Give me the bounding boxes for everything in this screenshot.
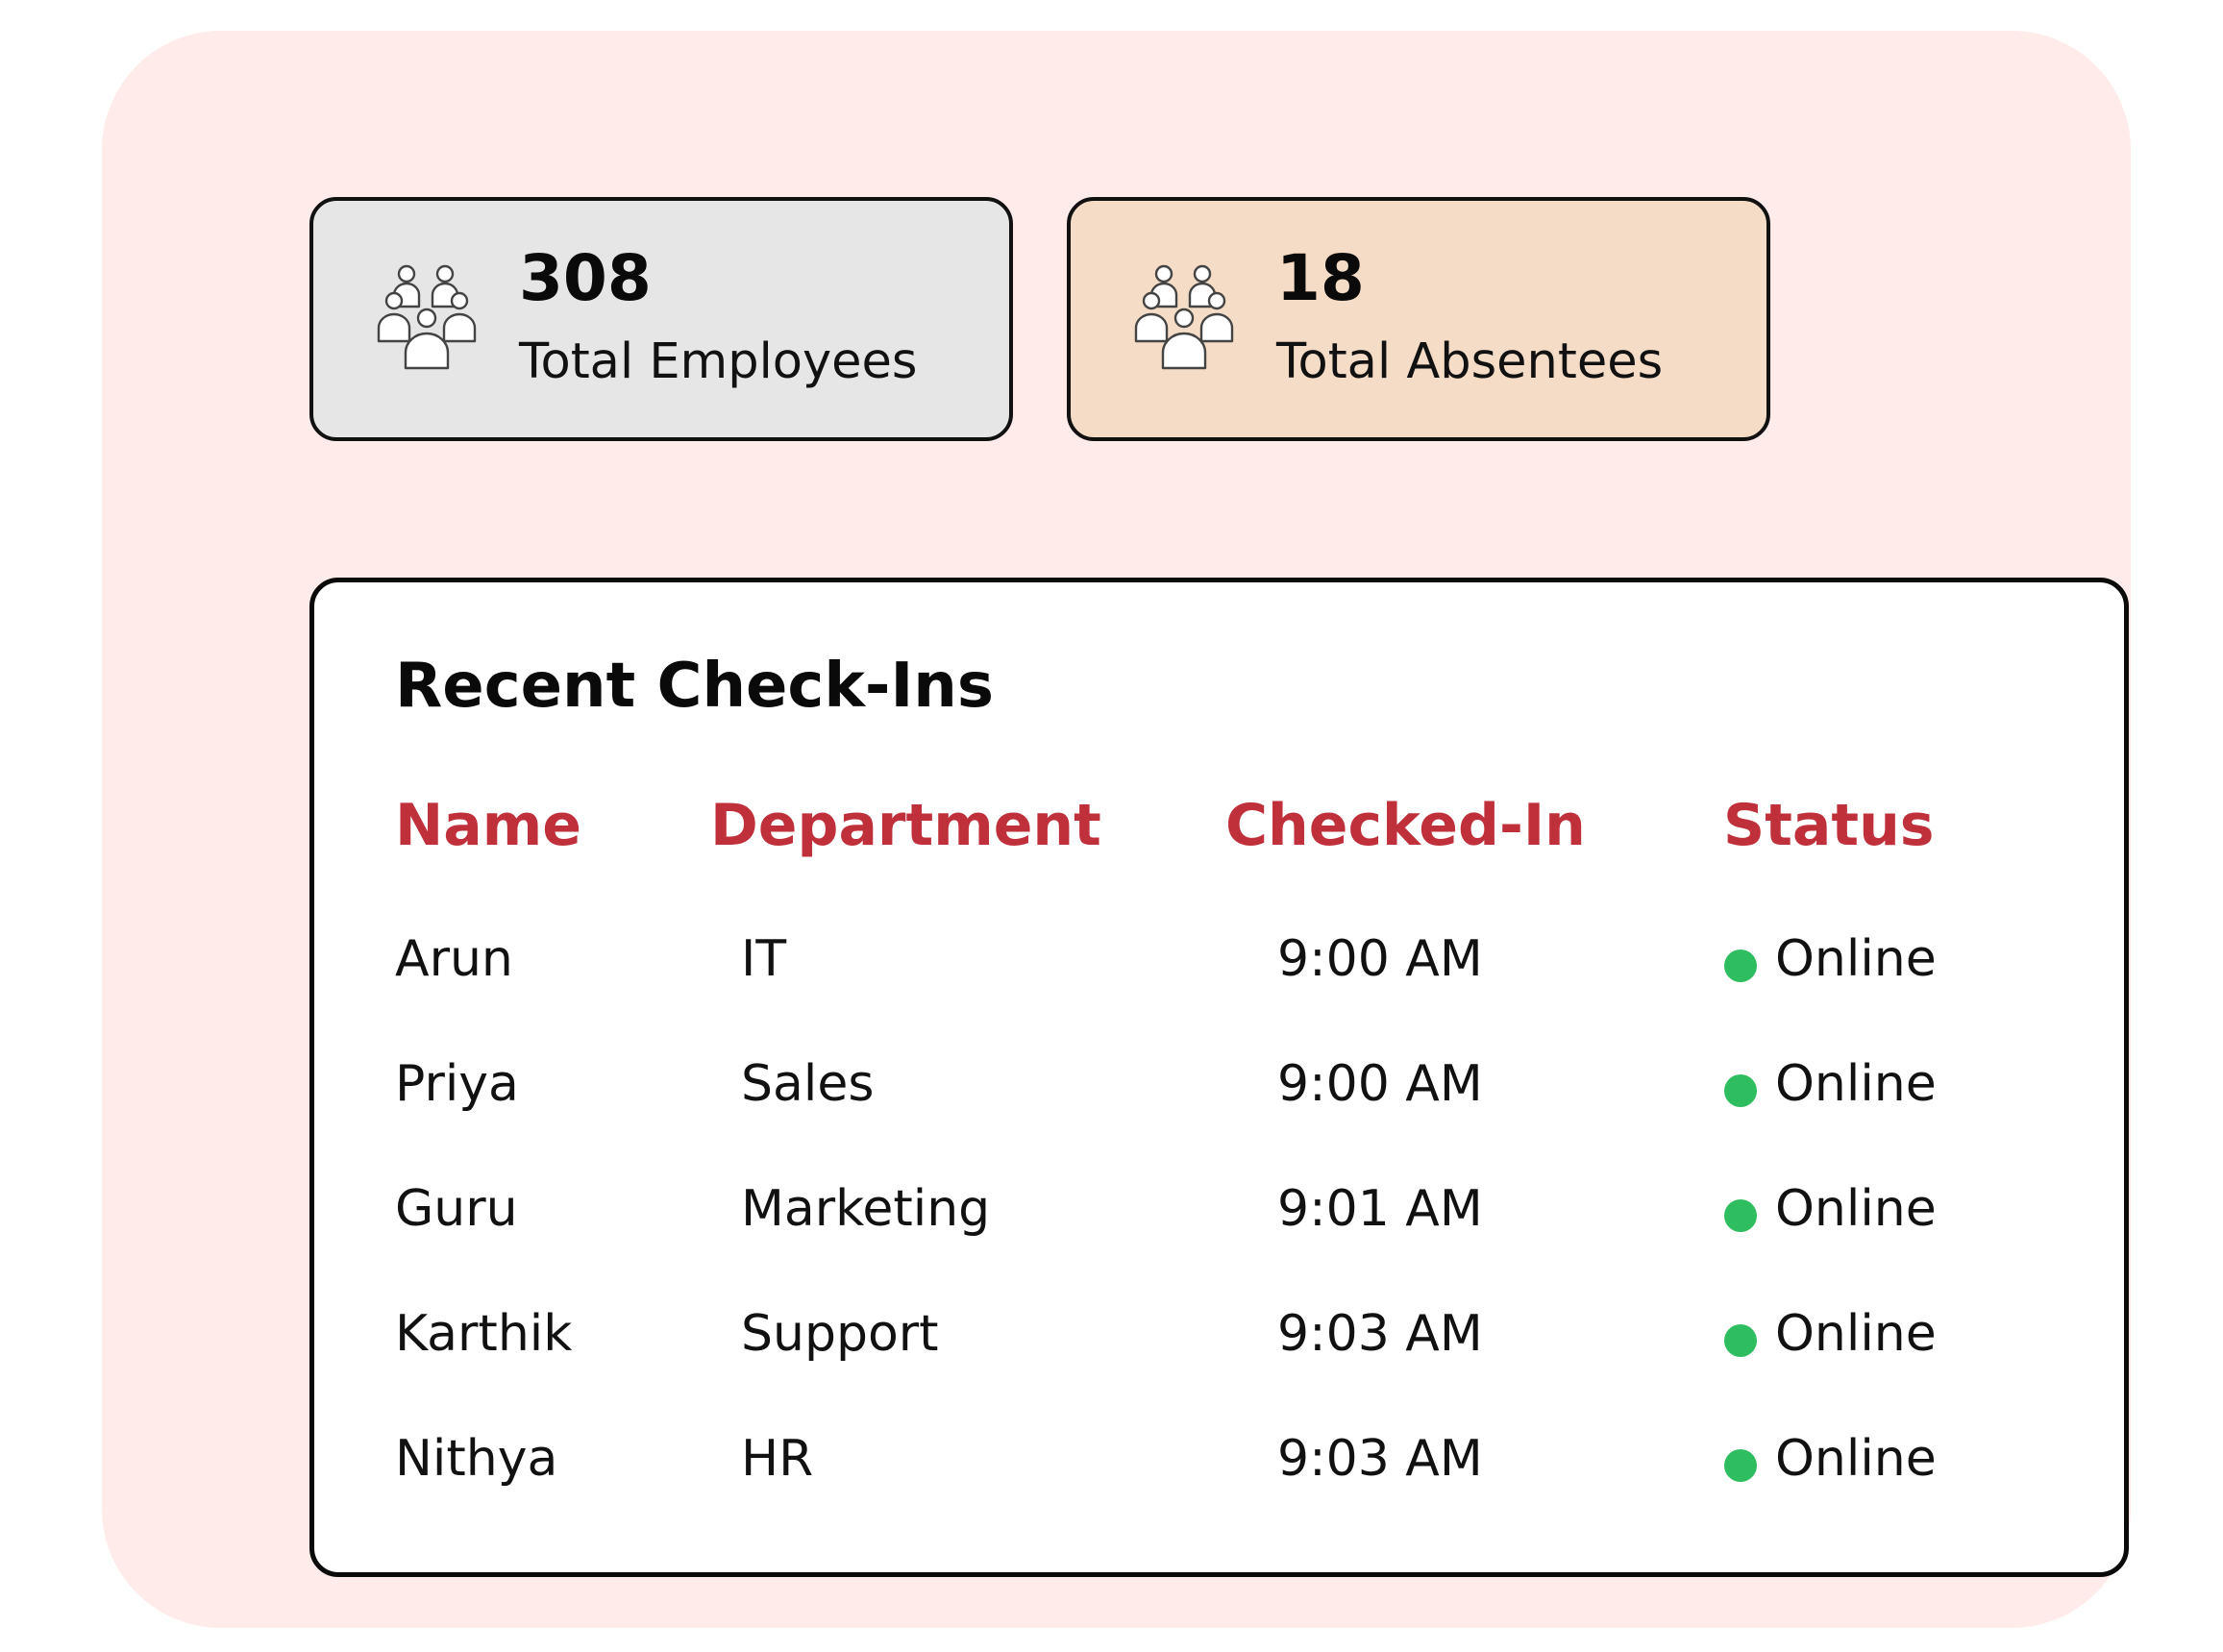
table-row: Arun IT 9:00 AM Online [314, 934, 2124, 1011]
status-online-icon [1724, 1449, 1757, 1482]
total-absentees-card[interactable]: 18 Total Absentees [1067, 197, 1770, 441]
total-employees-card[interactable]: 308 Total Employees [309, 197, 1013, 441]
dashboard-panel: 308 Total Employees 18 Total Absentees R… [102, 31, 2131, 1628]
column-header-checked-in: Checked-In [1225, 792, 1586, 859]
cell-status: Online [1775, 930, 1937, 988]
cell-checked-in: 9:01 AM [1277, 1180, 1483, 1238]
cell-name: Karthik [395, 1305, 573, 1363]
cell-checked-in: 9:00 AM [1277, 930, 1483, 988]
cell-department: HR [741, 1430, 814, 1488]
status-online-icon [1724, 1324, 1757, 1357]
total-employees-label: Total Employees [519, 333, 918, 390]
total-employees-value: 308 [519, 241, 652, 315]
recent-checkins-card: Recent Check-Ins Name Department Checked… [309, 578, 2129, 1577]
cell-department: Marketing [741, 1180, 991, 1238]
cell-status: Online [1775, 1430, 1937, 1488]
cell-department: Sales [741, 1055, 875, 1113]
cell-status: Online [1775, 1055, 1937, 1113]
table-row: Karthik Support 9:03 AM Online [314, 1309, 2124, 1386]
recent-checkins-title: Recent Check-Ins [395, 651, 994, 722]
total-absentees-value: 18 [1276, 241, 1365, 315]
cell-name: Arun [395, 930, 513, 988]
column-header-status: Status [1723, 792, 1935, 859]
status-online-icon [1724, 1074, 1757, 1107]
table-row: Nithya HR 9:03 AM Online [314, 1434, 2124, 1511]
cell-status: Online [1775, 1180, 1937, 1238]
people-group-icon [1134, 264, 1234, 370]
total-absentees-label: Total Absentees [1276, 333, 1664, 390]
cell-status: Online [1775, 1305, 1937, 1363]
cell-name: Nithya [395, 1430, 558, 1488]
cell-checked-in: 9:03 AM [1277, 1305, 1483, 1363]
column-header-department: Department [710, 792, 1101, 859]
people-group-icon [377, 264, 477, 370]
status-online-icon [1724, 949, 1757, 982]
cell-checked-in: 9:03 AM [1277, 1430, 1483, 1488]
status-online-icon [1724, 1199, 1757, 1232]
table-row: Guru Marketing 9:01 AM Online [314, 1184, 2124, 1261]
cell-checked-in: 9:00 AM [1277, 1055, 1483, 1113]
cell-department: Support [741, 1305, 939, 1363]
cell-department: IT [741, 930, 787, 988]
cell-name: Guru [395, 1180, 518, 1238]
table-row: Priya Sales 9:00 AM Online [314, 1059, 2124, 1136]
cell-name: Priya [395, 1055, 519, 1113]
column-header-name: Name [395, 792, 581, 859]
